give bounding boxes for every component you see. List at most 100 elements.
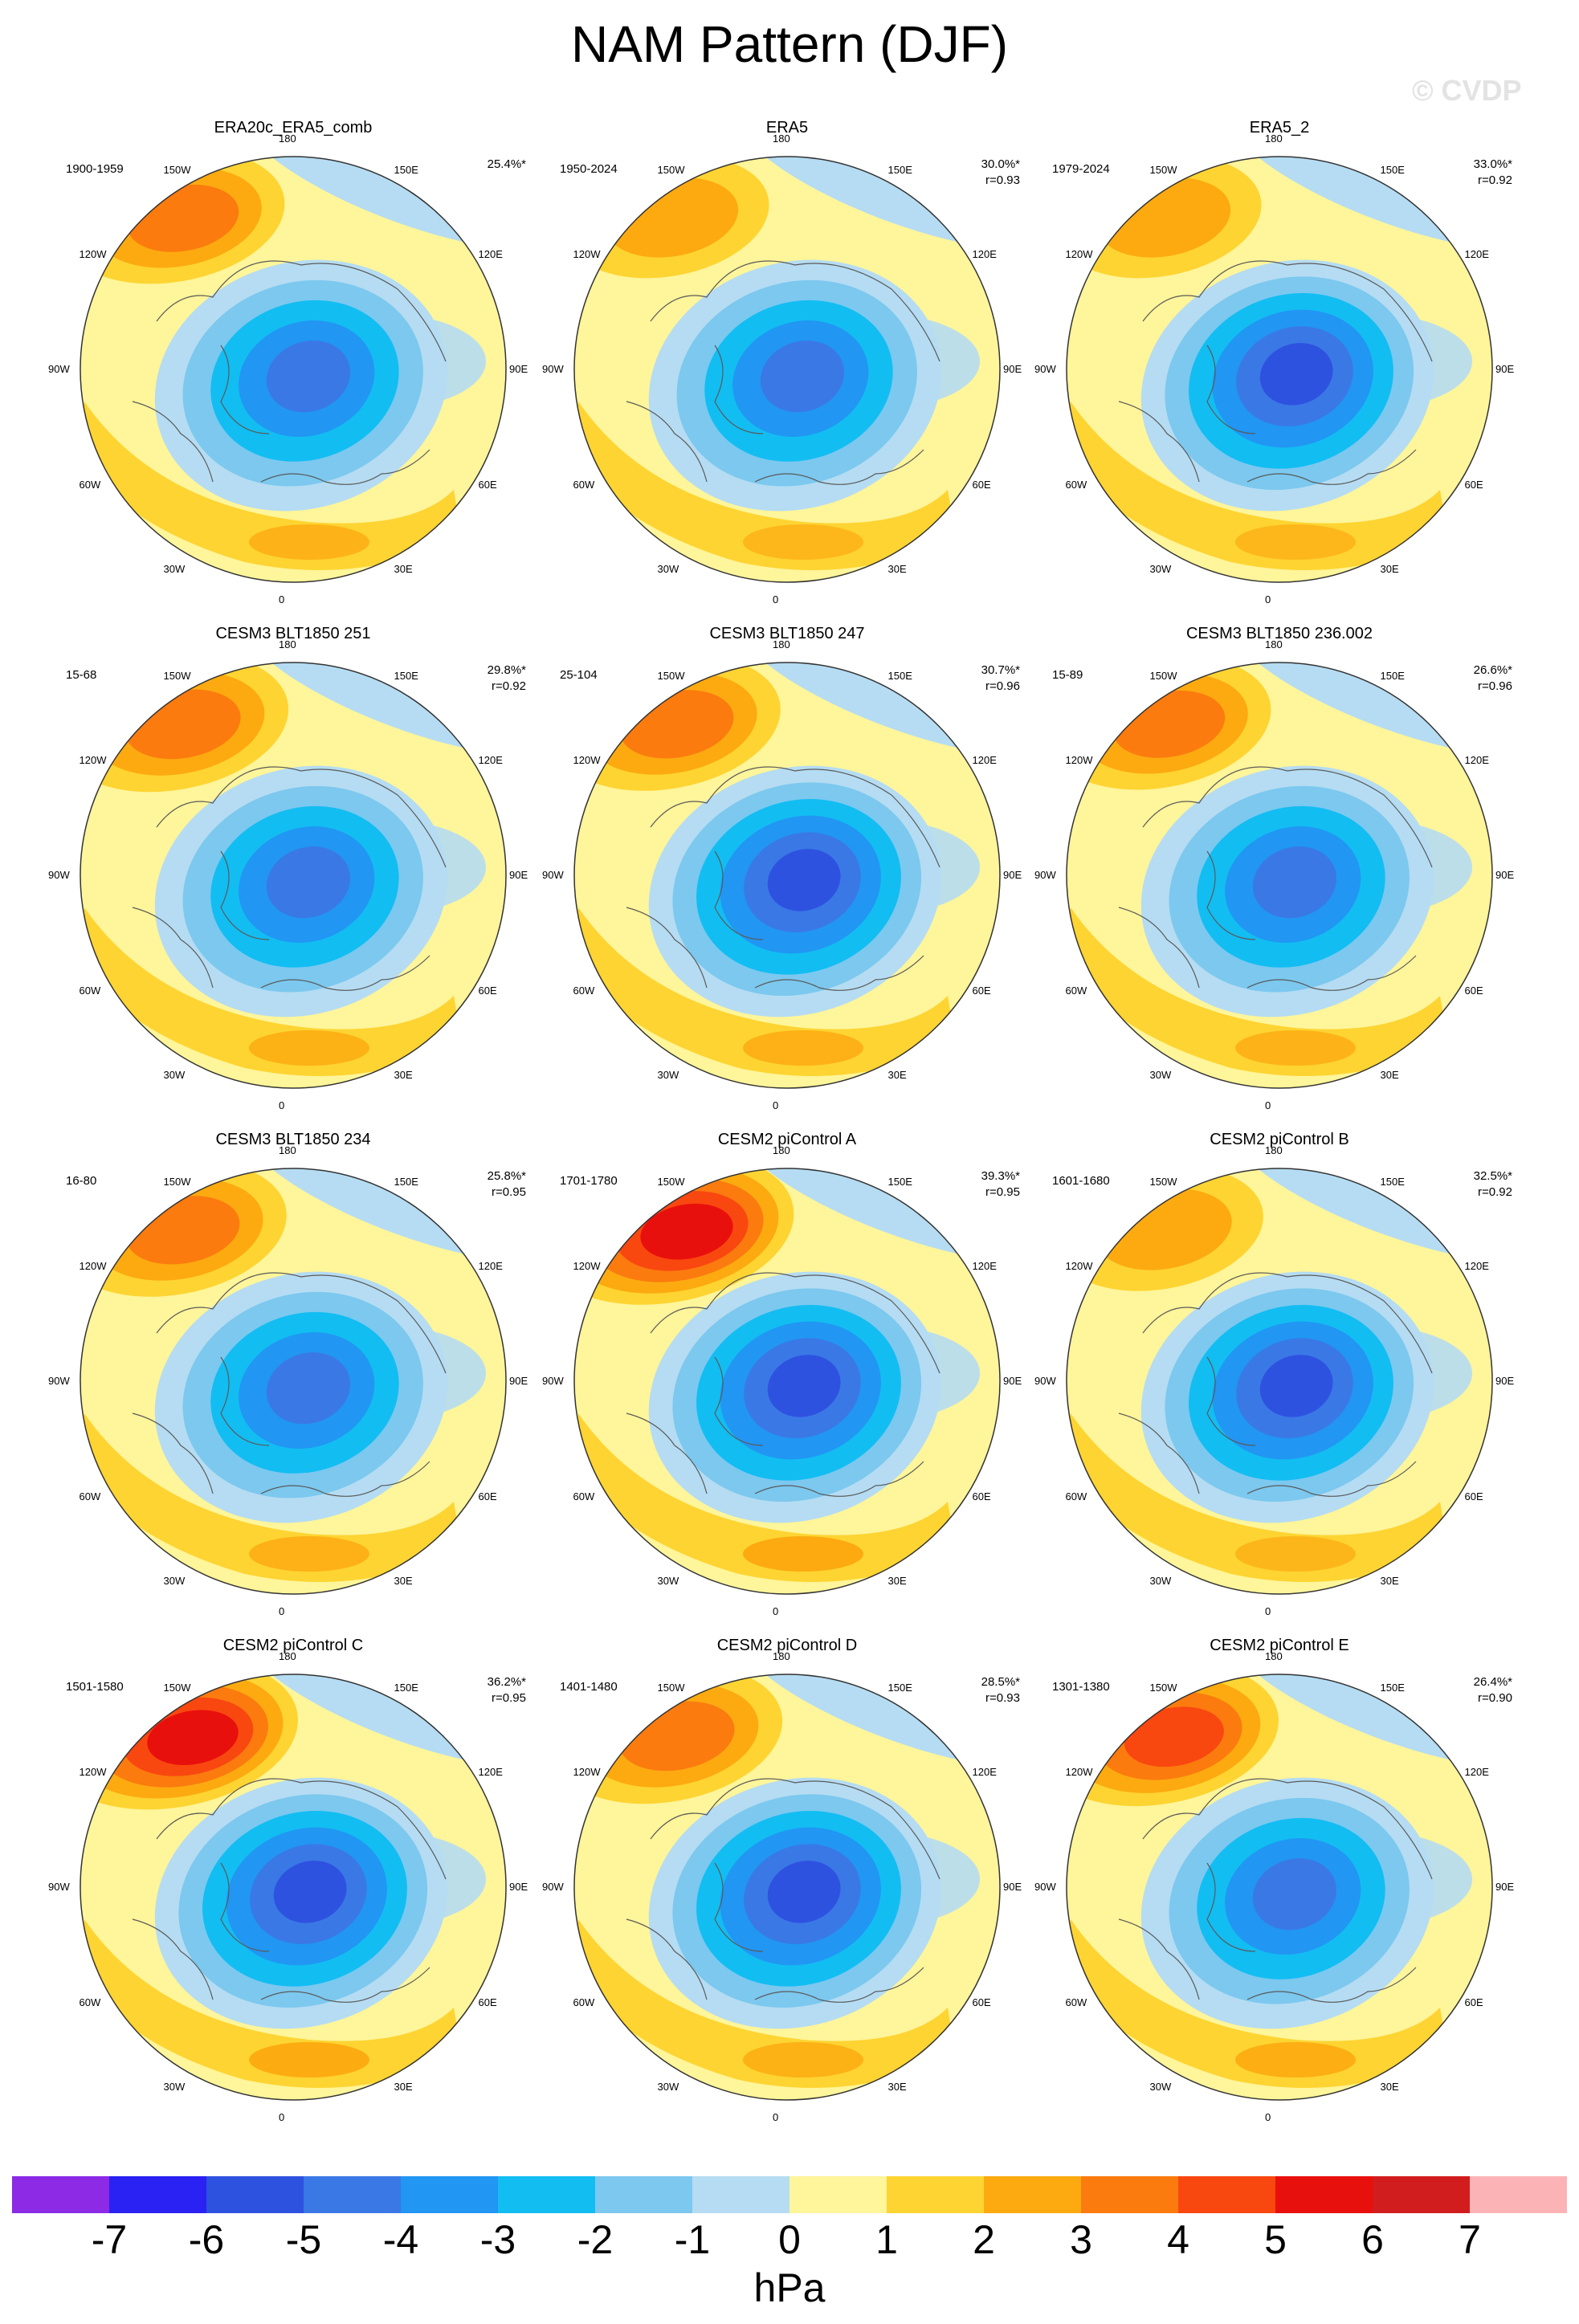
colorbar (12, 2176, 1567, 2213)
map-boundary (573, 156, 1001, 583)
longitude-label: 0 (279, 1605, 285, 1617)
polar-map (1066, 1674, 1493, 2101)
longitude-label: 120W (1065, 1765, 1093, 1778)
longitude-label: 150W (657, 669, 685, 682)
longitude-label: 120W (1065, 1259, 1093, 1272)
longitude-label: 60E (478, 478, 497, 491)
longitude-label: 120W (79, 753, 107, 766)
map-panel: ERA20c_ERA5_comb 1900-1959 25.4%* 180 150E 12… (32, 112, 554, 626)
panel-period: 16-80 (66, 1174, 97, 1188)
panel-period: 1501-1580 (66, 1680, 124, 1694)
colorbar-tick-label: 1 (875, 2217, 898, 2262)
polar-map (573, 1168, 1001, 1595)
map-boundary (1066, 1674, 1493, 2101)
longitude-label: 180 (773, 1650, 790, 1662)
panel-correlation: r=0.90 (1478, 1691, 1512, 1705)
longitude-label: 30W (163, 562, 186, 575)
longitude-label: 0 (773, 1605, 779, 1617)
map-boundary (80, 1168, 507, 1595)
panel-period: 25-104 (560, 668, 598, 682)
map-boundary (1066, 156, 1493, 583)
longitude-label: 180 (1265, 1144, 1283, 1156)
atlantic-high-core (249, 524, 369, 560)
longitude-label: 120E (1464, 753, 1489, 766)
longitude-label: 120E (972, 1259, 997, 1272)
panel-period: 1301-1380 (1052, 1680, 1110, 1694)
longitude-label: 30E (1380, 2080, 1399, 2093)
longitude-label: 60E (478, 984, 497, 997)
atlantic-high-core (743, 1030, 863, 1066)
colorbar-tick-label: -3 (479, 2217, 516, 2262)
colorbar-segment (887, 2176, 985, 2213)
longitude-label: 180 (773, 133, 790, 145)
atlantic-high-band (574, 402, 956, 570)
atlantic-high-core (249, 2042, 369, 2077)
longitude-label: 60W (79, 478, 101, 491)
panel-correlation: r=0.93 (985, 1691, 1020, 1705)
coastline (132, 260, 447, 485)
coastline (626, 766, 940, 991)
atlantic-high-core (743, 1536, 863, 1572)
map-boundary (573, 662, 1001, 1089)
longitude-label: 30E (887, 562, 907, 575)
panel-correlation: r=0.95 (492, 1185, 526, 1199)
longitude-label: 180 (1265, 1650, 1283, 1662)
panel-correlation: r=0.92 (1478, 173, 1512, 187)
panel-variance-explained: 36.2%* (487, 1675, 526, 1689)
colorbar-tick-label: 2 (973, 2217, 995, 2262)
colorbar-tick-label: 6 (1361, 2217, 1384, 2262)
map-panel: ERA5 1950-2024 30.0%* r=0.93 180 150E 120E 90E 6… (526, 112, 1048, 626)
longitude-label: 120W (1065, 753, 1093, 766)
map-panel: CESM3 BLT1850 236.002 15-89 26.6%* r=0.96 18… (1018, 618, 1540, 1132)
longitude-label: 90E (1003, 1881, 1022, 1893)
panel-correlation: r=0.96 (985, 679, 1020, 693)
panel-period: 15-68 (66, 668, 97, 682)
longitude-label: 120E (1464, 247, 1489, 260)
polar-map (1066, 1168, 1493, 1595)
longitude-label: 90E (1495, 1375, 1515, 1387)
colorbar-segment (12, 2176, 110, 2213)
longitude-label: 120E (972, 247, 997, 260)
longitude-label: 180 (279, 1650, 296, 1662)
colorbar-tick-label: 7 (1459, 2217, 1481, 2262)
atlantic-high-band (80, 1413, 462, 1582)
colorbar-tick-label: -6 (188, 2217, 225, 2262)
longitude-label: 180 (1265, 133, 1283, 145)
polar-map (80, 156, 507, 583)
longitude-label: 30E (887, 1068, 907, 1081)
colorbar-tick-label: 5 (1264, 2217, 1287, 2262)
colorbar-segment (206, 2176, 304, 2213)
longitude-label: 90W (1034, 869, 1056, 881)
low-pressure-contour (767, 849, 841, 911)
longitude-label: 60E (972, 478, 991, 491)
longitude-label: 60W (79, 1996, 101, 2008)
longitude-label: 90W (542, 869, 564, 881)
atlantic-high-band (1067, 1919, 1448, 2088)
map-panel: CESM2 piControl D 1401-1480 28.5%* r=0.93 18… (526, 1630, 1048, 2144)
atlantic-high-band (574, 907, 956, 1076)
longitude-label: 30W (657, 1574, 679, 1587)
colorbar-segment (1470, 2176, 1567, 2213)
polar-map (1066, 156, 1493, 583)
longitude-label: 90W (542, 363, 564, 375)
panel-period: 1401-1480 (560, 1680, 618, 1694)
panel-period: 1701-1780 (560, 1174, 618, 1188)
longitude-label: 90W (1034, 363, 1056, 375)
map-boundary (1066, 1168, 1493, 1595)
longitude-label: 30W (1149, 562, 1172, 575)
panel-title: CESM2 piControl B (1210, 1131, 1349, 1148)
colorbar-segment (498, 2176, 596, 2213)
longitude-label: 90E (1495, 869, 1515, 881)
colorbar-segment (401, 2176, 499, 2213)
longitude-label: 60E (972, 1996, 991, 2008)
colorbar-segment (1275, 2176, 1373, 2213)
longitude-label: 150E (887, 163, 912, 176)
longitude-label: 90E (1003, 363, 1022, 375)
panel-variance-explained: 30.7%* (981, 663, 1020, 677)
colorbar-tick-label: -7 (91, 2217, 128, 2262)
panel-variance-explained: 25.4%* (487, 157, 526, 171)
longitude-label: 0 (773, 1099, 779, 1111)
longitude-label: 90E (509, 1375, 528, 1387)
longitude-label: 0 (279, 2111, 285, 2123)
longitude-label: 30E (1380, 1068, 1399, 1081)
